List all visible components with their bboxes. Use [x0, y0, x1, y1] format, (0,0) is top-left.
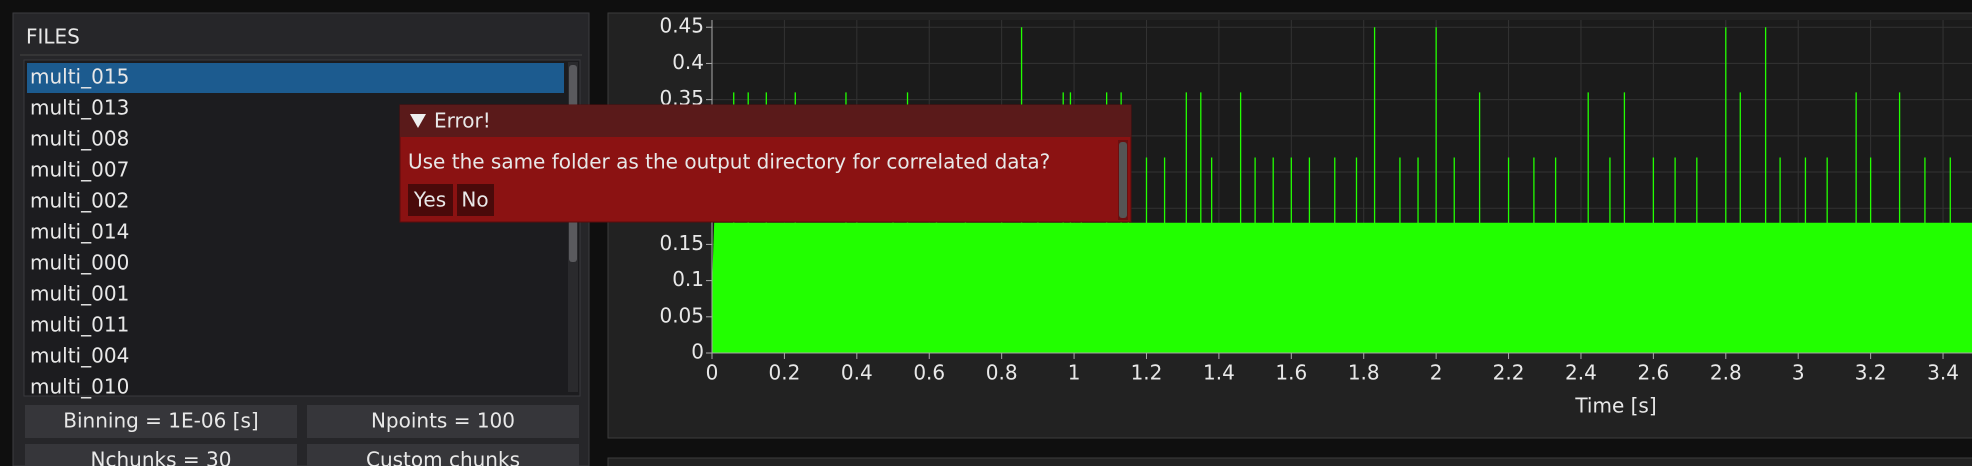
control-box[interactable] [307, 405, 579, 438]
x-tick-label: 1.2 [1131, 361, 1163, 385]
control-label[interactable]: Binning = 1E-06 [s] [63, 409, 258, 433]
y-tick-label: 0.1 [672, 267, 704, 291]
file-item[interactable]: multi_011 [30, 313, 129, 337]
control-label[interactable]: Npoints = 100 [371, 409, 515, 433]
file-item[interactable]: multi_015 [30, 65, 129, 89]
button-label[interactable]: Yes [413, 188, 446, 212]
button[interactable] [457, 184, 494, 216]
control-label[interactable]: Nchunks = 30 [91, 448, 232, 466]
x-tick-label: 0.2 [769, 361, 801, 385]
x-tick-label: 0.6 [913, 361, 945, 385]
control-box[interactable] [25, 444, 297, 466]
file-item[interactable]: multi_001 [30, 282, 129, 306]
file-item[interactable]: multi_013 [30, 96, 129, 120]
x-tick-label: 0.4 [841, 361, 873, 385]
file-item[interactable]: multi_008 [30, 127, 129, 151]
x-tick-label: 1.8 [1348, 361, 1380, 385]
x-tick-label: 3.2 [1855, 361, 1887, 385]
x-tick-label: 2 [1430, 361, 1443, 385]
y-tick-label: 0.15 [659, 231, 704, 255]
x-tick-label: 3.4 [1927, 361, 1959, 385]
selected-row[interactable] [27, 63, 564, 93]
y-tick-label: 0.05 [659, 303, 704, 327]
file-item[interactable]: multi_010 [30, 375, 129, 399]
y-tick-label: 0.45 [659, 14, 704, 38]
button-label[interactable]: No [461, 188, 488, 212]
control-box[interactable] [25, 405, 297, 438]
x-tick-label: 2.2 [1493, 361, 1525, 385]
x-tick-label: 2.8 [1710, 361, 1742, 385]
panel-title: FILES [26, 25, 80, 49]
x-tick-label: 3 [1792, 361, 1805, 385]
dialog-message: Use the same folder as the output direct… [408, 150, 1050, 174]
error-dialog: Error! Use the same folder as the output… [399, 104, 1132, 223]
file-item[interactable]: multi_002 [30, 189, 129, 213]
file-item[interactable]: multi_004 [30, 344, 129, 368]
x-tick-label: 0.8 [986, 361, 1018, 385]
x-tick-label: 0 [706, 361, 719, 385]
control-label[interactable]: Custom chunks [366, 448, 520, 466]
x-tick-label: 1 [1068, 361, 1081, 385]
y-tick-label: 0 [691, 340, 704, 364]
x-tick-label: 2.4 [1565, 361, 1597, 385]
button[interactable] [408, 184, 453, 216]
file-item[interactable]: multi_000 [30, 251, 129, 275]
dialog-scrollbar-thumb[interactable] [1119, 142, 1127, 218]
area [712, 222, 1972, 353]
dialog-title: Error! [434, 109, 491, 133]
x-tick-label: 1.6 [1275, 361, 1307, 385]
control-box[interactable] [307, 444, 579, 466]
y-tick-label: 0.4 [672, 50, 704, 74]
file-item[interactable]: multi_014 [30, 220, 129, 244]
file-item[interactable]: multi_007 [30, 158, 129, 182]
dialog-titlebar[interactable] [400, 105, 1131, 137]
plot-panel-2 [607, 457, 1972, 466]
x-axis-label: Time [s] [1574, 394, 1656, 418]
x-tick-label: 2.6 [1637, 361, 1669, 385]
x-tick-label: 1.4 [1203, 361, 1235, 385]
collapse-arrow[interactable] [410, 114, 426, 128]
